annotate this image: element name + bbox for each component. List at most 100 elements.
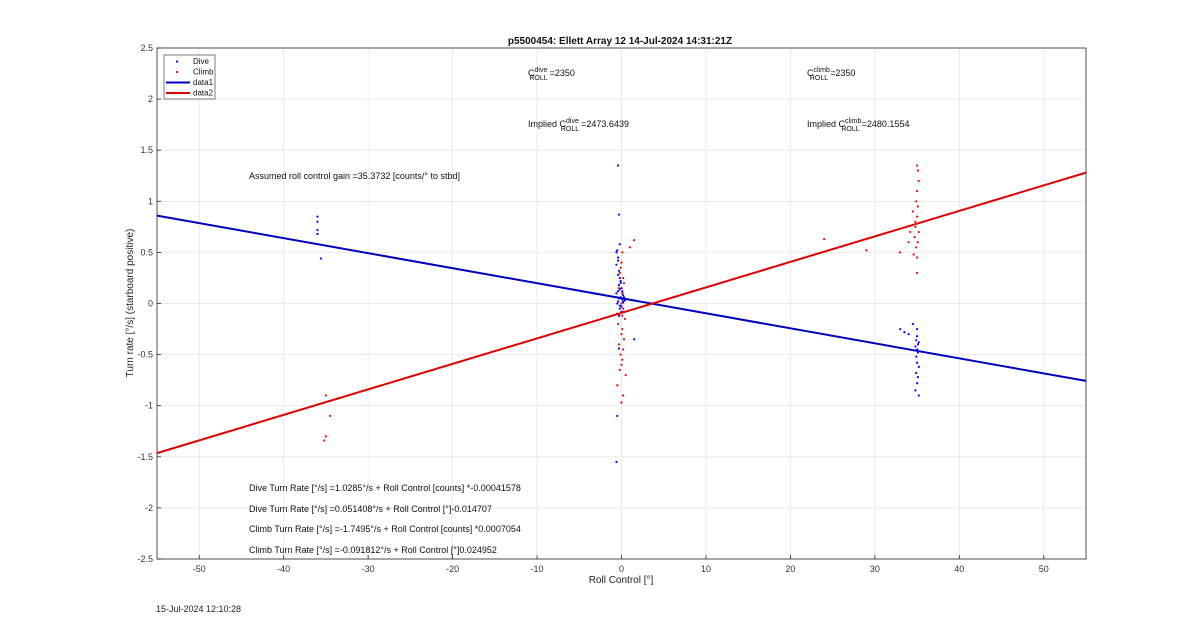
dive-point	[914, 389, 917, 392]
dive-point	[617, 314, 621, 317]
climb-point	[914, 225, 917, 228]
dive-point	[617, 259, 620, 262]
dive-point	[622, 301, 625, 304]
c-dive-value: =2350	[550, 68, 575, 78]
dive-point	[617, 290, 620, 293]
climb-point	[915, 164, 919, 167]
dive-point	[617, 269, 621, 272]
climb-point	[618, 271, 621, 274]
y-tick-label: 0	[148, 299, 153, 309]
x-tick-label: -10	[531, 564, 544, 574]
climb-point	[619, 353, 622, 356]
climb-point	[324, 394, 328, 397]
x-tick-label: 0	[619, 564, 624, 574]
equation-dive-degrees: Dive Turn Rate [°/s] =0.051408°/s + Roll…	[249, 504, 492, 514]
dive-point	[899, 327, 902, 331]
climb-point	[915, 256, 919, 259]
dive-point	[618, 276, 621, 280]
climb-point	[329, 414, 332, 418]
implied-dive-sub: ROLL	[561, 126, 579, 133]
dive-point	[615, 292, 618, 295]
c-climb-annotation: Cclimb ROLL=2350	[807, 67, 855, 82]
climb-point	[621, 292, 624, 295]
climb-point	[916, 205, 920, 208]
x-tick-label: 50	[1039, 564, 1049, 574]
climb-point	[915, 200, 918, 203]
dive-point	[916, 343, 920, 346]
dive-point	[633, 338, 636, 341]
x-tick-label: 20	[785, 564, 795, 574]
climb-point	[624, 373, 627, 377]
y-axis-label: Turn rate [°/s] (starboard positive)	[125, 229, 136, 378]
climb-point	[617, 322, 620, 326]
x-tick-label: -30	[362, 564, 375, 574]
climb-point	[915, 246, 918, 249]
y-tick-label: 2	[148, 94, 153, 104]
dive-point	[903, 331, 906, 334]
c-climb-sub: ROLL	[810, 75, 828, 82]
y-tick-label: -1	[145, 401, 153, 411]
climb-point	[907, 241, 910, 244]
climb-point	[899, 251, 902, 254]
climb-point	[620, 302, 623, 305]
dive-point	[915, 382, 919, 385]
gain-annotation: Assumed roll control gain =35.3732 [coun…	[249, 171, 460, 181]
implied-dive-value: =2473.6439	[581, 119, 629, 129]
x-tick-label: -20	[446, 564, 459, 574]
x-axis-label: Roll Control [°]	[589, 575, 654, 586]
climb-point	[622, 348, 625, 351]
climb-point	[621, 314, 624, 317]
dive-point	[622, 294, 625, 297]
legend-climb-marker	[175, 70, 179, 74]
climb-point	[622, 338, 626, 341]
legend-box	[163, 54, 216, 100]
dive-point	[618, 304, 621, 307]
dive-point	[316, 220, 319, 223]
dive-point	[316, 228, 319, 232]
x-tick-label: -50	[193, 564, 206, 574]
climb-point	[619, 266, 622, 269]
climb-point	[621, 251, 624, 254]
y-tick-label: -1.5	[137, 452, 153, 462]
x-tick-label: 40	[954, 564, 964, 574]
climb-point	[915, 189, 919, 193]
climb-point	[323, 439, 326, 442]
dive-point	[617, 164, 620, 167]
climb-point	[618, 368, 621, 372]
dive-point	[616, 302, 619, 305]
chart-title: p5500454: Ellett Array 12 14-Jul-2024 14…	[508, 36, 732, 47]
dive-point	[915, 361, 919, 364]
data1-fit-line	[156, 214, 1087, 382]
dive-point	[619, 281, 622, 285]
axis-ticks: -50 -40 -30 -20 -10 0 10 20 30 40 50-2.5-2-1.5-1-0…	[137, 43, 1048, 574]
implied-climb-annotation: Implied Cclimb ROLL=2480.1554	[807, 118, 909, 133]
implied-dive-annotation: Implied Cdive ROLL=2473.6439	[528, 118, 629, 133]
climb-point	[917, 230, 920, 234]
y-tick-label: -2.5	[137, 554, 153, 564]
dive-point	[319, 257, 322, 260]
climb-point	[628, 246, 632, 249]
c-dive-annotation: Cdive ROLL=2350	[528, 67, 575, 82]
dive-point	[617, 284, 621, 287]
annotations: Cdive ROLL=2350 Cclimb ROLL=2350 Implied C…	[249, 67, 909, 555]
dive-point	[617, 273, 620, 276]
fit-lines	[156, 171, 1087, 455]
data2-fit-line	[156, 171, 1087, 455]
dive-point	[915, 327, 919, 331]
implied-climb-value: =2480.1554	[862, 119, 910, 129]
dive-point	[618, 307, 621, 310]
climb-point	[620, 333, 623, 336]
dive-point	[618, 243, 621, 246]
dive-point	[620, 305, 623, 308]
y-tick-label: 1	[148, 196, 153, 206]
x-tick-label: -40	[277, 564, 290, 574]
legend-data2-label: data2	[193, 89, 214, 98]
c-climb-sup: climb	[814, 67, 830, 74]
legend: Dive Climb data1 data2	[163, 54, 216, 100]
climb-point	[912, 253, 915, 256]
c-climb-value: =2350	[830, 68, 855, 78]
c-dive-sup: dive	[535, 67, 548, 74]
climb-point	[621, 327, 624, 331]
dive-point	[316, 215, 319, 218]
